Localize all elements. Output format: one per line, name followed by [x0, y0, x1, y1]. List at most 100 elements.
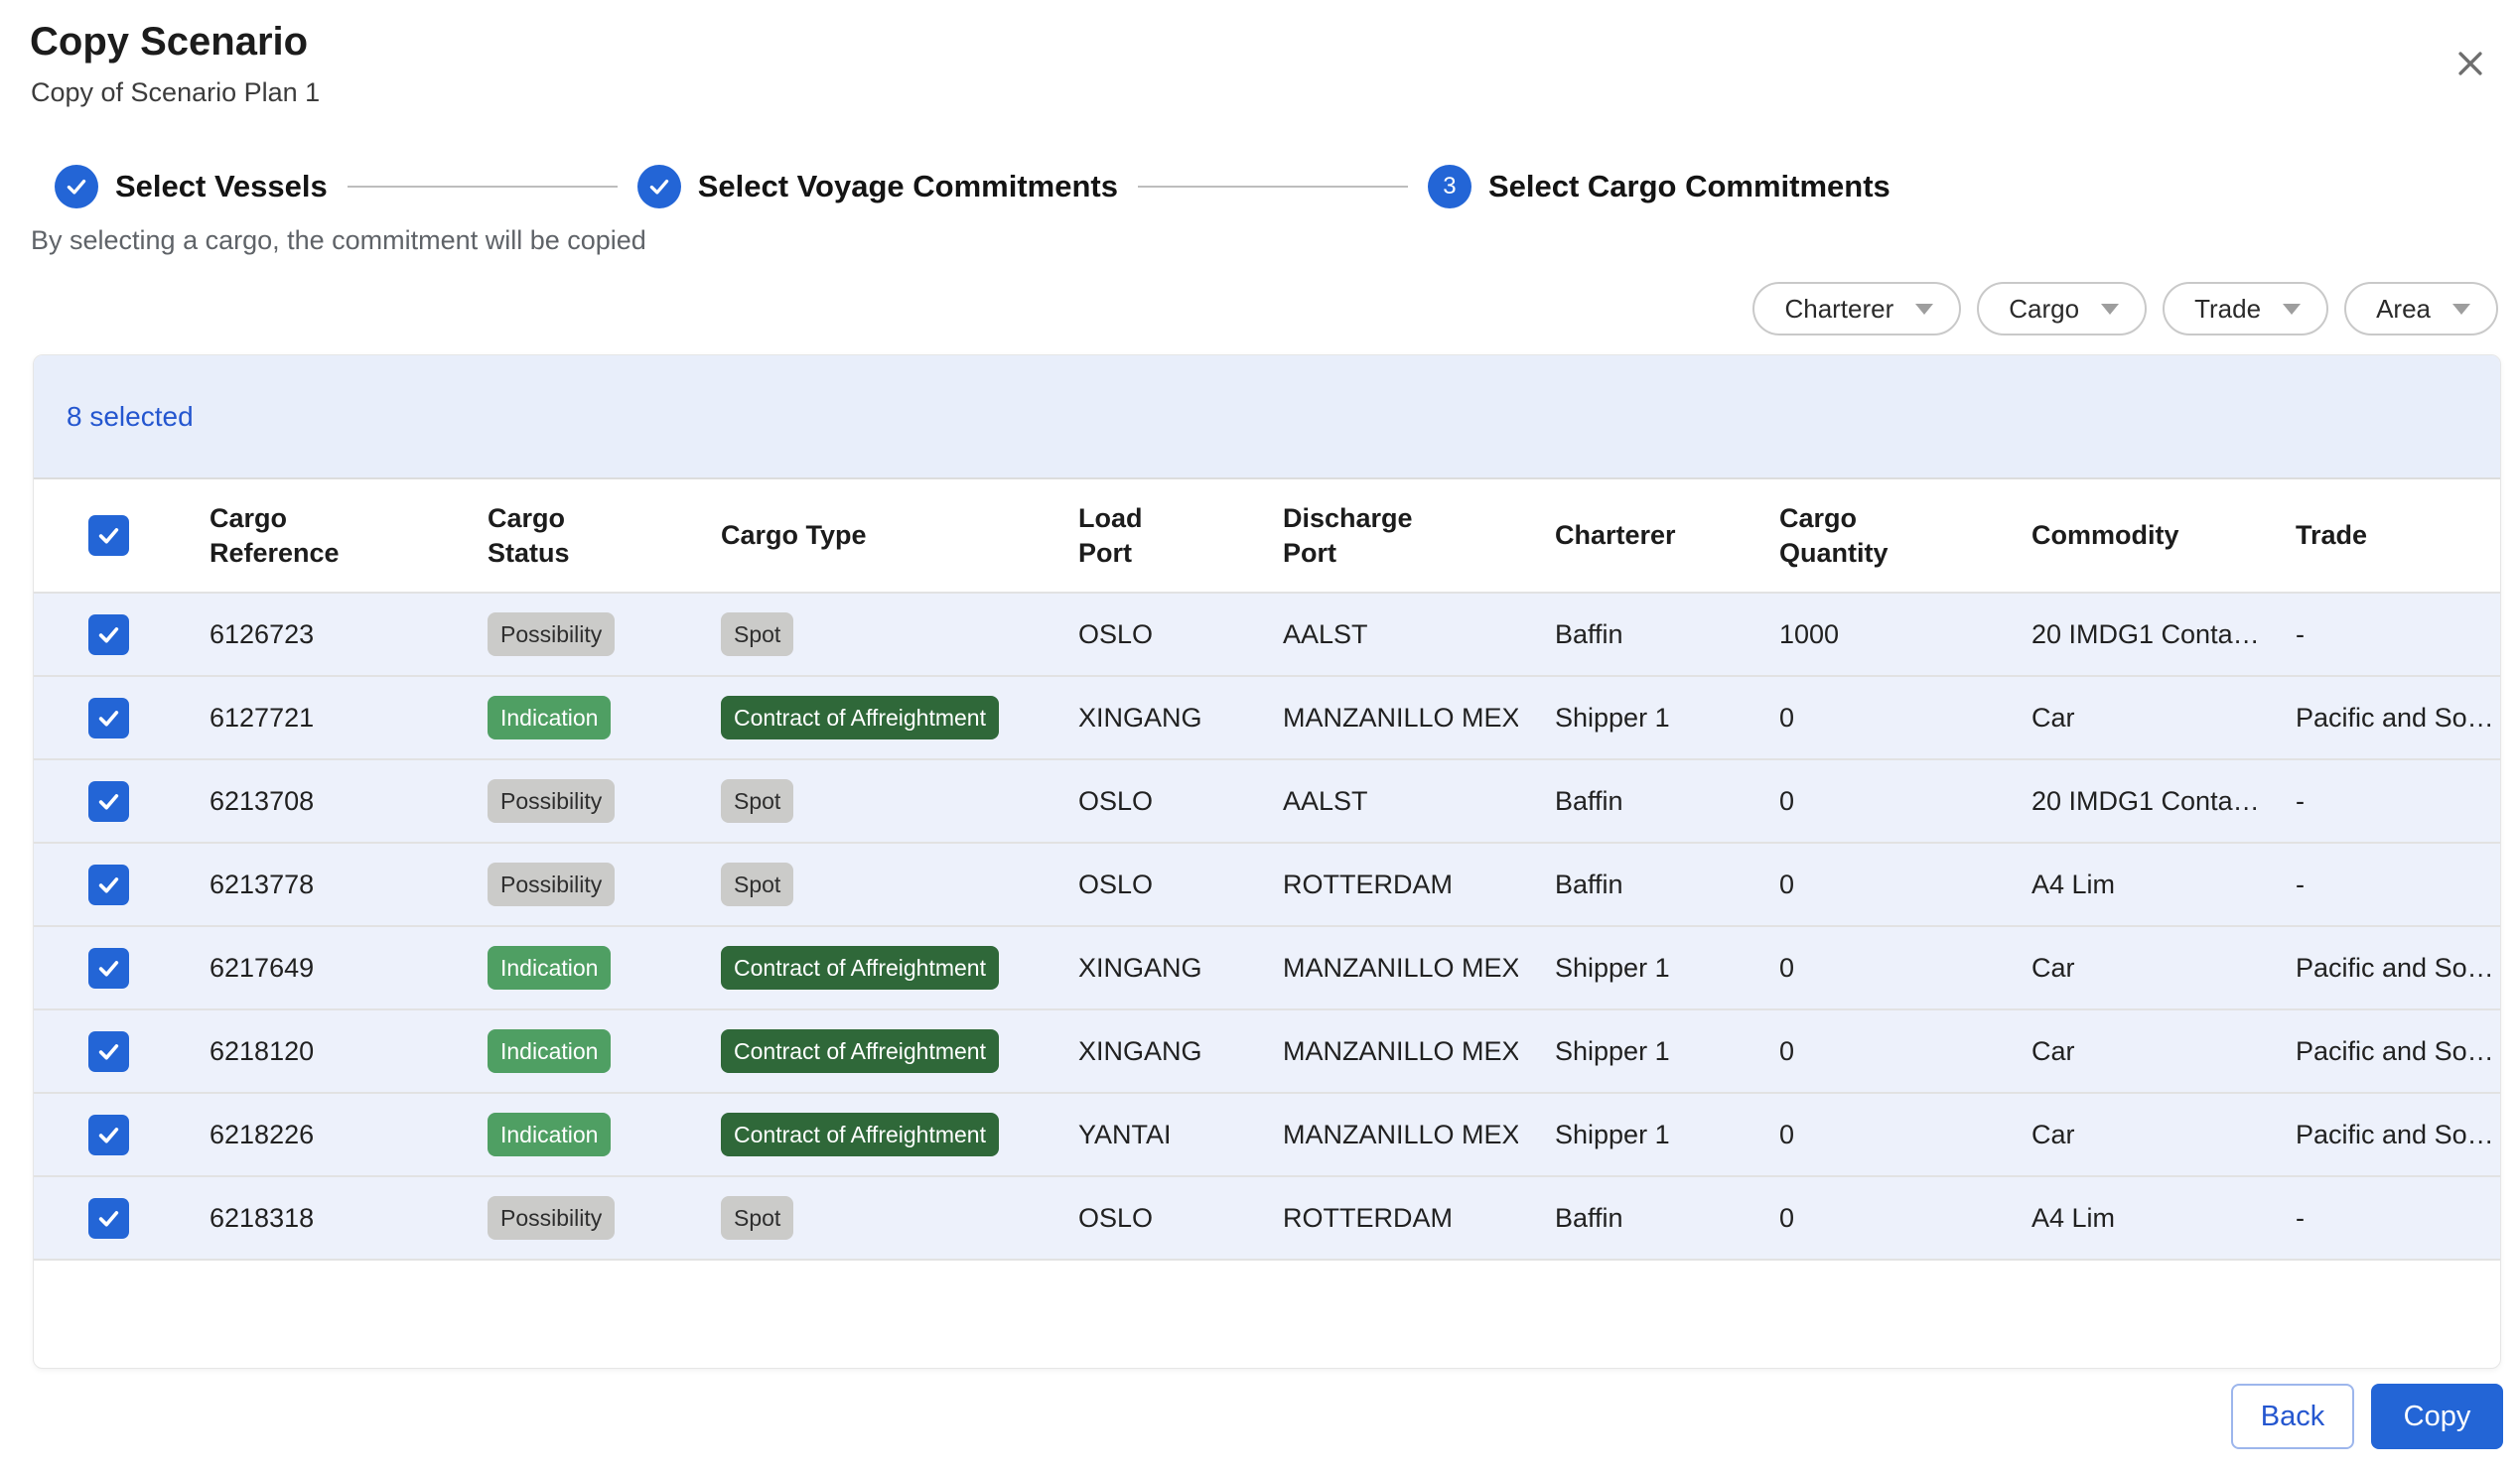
cell-discharge-port: MANZANILLO MEX: [1283, 1119, 1518, 1149]
charterer-filter-label: Charterer: [1784, 293, 1894, 324]
cargo-status-badge: Indication: [488, 945, 612, 991]
cargo-status-badge: Indication: [488, 1028, 612, 1074]
check-icon: [98, 528, 119, 544]
column-header-commodity: Commodity: [2031, 520, 2179, 550]
cell-load-port: OSLO: [1078, 618, 1154, 649]
cell-discharge-port: ROTTERDAM: [1283, 1202, 1453, 1233]
cargo-status-badge: Possibility: [488, 1195, 616, 1241]
row-checkbox[interactable]: [88, 613, 129, 655]
trade-filter-dropdown[interactable]: Trade: [2163, 282, 2329, 335]
close-icon: [2458, 52, 2482, 75]
row-checkbox[interactable]: [88, 1197, 129, 1239]
table-row: 6217649 Indication Contract of Affreight…: [34, 927, 2500, 1010]
step-select-voyage-commitments[interactable]: Select Voyage Commitments: [636, 165, 1118, 208]
step-connector: [347, 186, 618, 188]
row-checkbox[interactable]: [88, 1030, 129, 1072]
row-checkbox[interactable]: [88, 697, 129, 738]
cell-load-port: OSLO: [1078, 869, 1154, 899]
cell-charterer: Baffin: [1555, 869, 1623, 899]
step-select-cargo-commitments[interactable]: 3 Select Cargo Commitments: [1427, 165, 1890, 208]
cell-trade: Pacific and So…: [2296, 1035, 2494, 1066]
page-subtitle: Copy of Scenario Plan 1: [31, 77, 321, 107]
row-checkbox[interactable]: [88, 947, 129, 989]
cell-discharge-port: MANZANILLO MEX: [1283, 952, 1518, 983]
cell-cargo-reference: 6218120: [210, 1035, 315, 1066]
cell-cargo-quantity: 0: [1779, 702, 1795, 733]
copy-button[interactable]: Copy: [2371, 1384, 2503, 1449]
cell-cargo-reference: 6126723: [210, 618, 315, 649]
chevron-down-icon: [2452, 303, 2470, 315]
step-1-label: Select Vessels: [115, 169, 328, 203]
cell-charterer: Baffin: [1555, 785, 1623, 816]
cell-load-port: XINGANG: [1078, 702, 1202, 733]
step-3-label: Select Cargo Commitments: [1487, 169, 1890, 203]
row-checkbox[interactable]: [88, 780, 129, 822]
cell-load-port: OSLO: [1078, 785, 1154, 816]
cell-commodity: A4 Lim: [2031, 869, 2116, 899]
column-header-trade: Trade: [2296, 520, 2368, 550]
cargo-type-badge: Contract of Affreightment: [721, 1112, 999, 1157]
filter-bar: Charterer Cargo Trade Area: [0, 282, 2498, 335]
cell-charterer: Baffin: [1555, 1202, 1623, 1233]
step-2-circle: [636, 165, 681, 208]
table-row: 6218120 Indication Contract of Affreight…: [34, 1010, 2500, 1094]
cargo-filter-dropdown[interactable]: Cargo: [1977, 282, 2148, 335]
area-filter-dropdown[interactable]: Area: [2344, 282, 2498, 335]
row-checkbox[interactable]: [88, 1114, 129, 1155]
cargo-type-badge: Contract of Affreightment: [721, 1028, 999, 1074]
step-2-label: Select Voyage Commitments: [697, 169, 1118, 203]
cell-charterer: Shipper 1: [1555, 702, 1670, 733]
check-icon: [98, 793, 119, 809]
check-icon: [649, 179, 668, 195]
check-icon: [98, 1127, 119, 1142]
cell-cargo-reference: 6218318: [210, 1202, 315, 1233]
cargo-type-badge: Spot: [721, 611, 794, 657]
charterer-filter-dropdown[interactable]: Charterer: [1752, 282, 1962, 335]
cell-commodity: Car: [2031, 952, 2075, 983]
stepper: Select Vessels Select Voyage Commitments…: [55, 165, 2520, 208]
cell-load-port: OSLO: [1078, 1202, 1154, 1233]
cargo-type-badge: Contract of Affreightment: [721, 945, 999, 991]
cell-discharge-port: AALST: [1283, 618, 1368, 649]
chevron-down-icon: [2101, 303, 2120, 315]
area-filter-label: Area: [2376, 293, 2431, 324]
selection-summary-bar: 8 selected: [34, 355, 2500, 479]
cell-trade: -: [2296, 785, 2305, 816]
cell-commodity: Car: [2031, 702, 2075, 733]
selected-count: 8 selected: [67, 400, 194, 432]
cargo-type-badge: Contract of Affreightment: [721, 695, 999, 740]
page-title: Copy Scenario: [30, 20, 309, 64]
cargo-type-badge: Spot: [721, 862, 794, 907]
select-all-checkbox[interactable]: [88, 515, 129, 556]
cell-cargo-reference: 6127721: [210, 702, 315, 733]
cell-discharge-port: MANZANILLO MEX: [1283, 702, 1518, 733]
close-button[interactable]: [2447, 40, 2494, 87]
column-header-discharge-port: Discharge Port: [1283, 502, 1413, 568]
table-header-row: Cargo Reference Cargo Status Cargo Type …: [34, 479, 2500, 594]
step-connector: [1137, 186, 1408, 188]
column-header-cargo-type: Cargo Type: [721, 520, 867, 550]
cell-cargo-reference: 6213708: [210, 785, 315, 816]
table-row: 6213708 Possibility Spot OSLO AALST Baff…: [34, 760, 2500, 844]
step-select-vessels[interactable]: Select Vessels: [55, 165, 328, 208]
row-checkbox[interactable]: [88, 864, 129, 905]
chevron-down-icon: [2283, 303, 2302, 315]
table-row: 6126723 Possibility Spot OSLO AALST Baff…: [34, 594, 2500, 677]
check-icon: [67, 179, 86, 195]
cell-trade: -: [2296, 1202, 2305, 1233]
table-body: 6126723 Possibility Spot OSLO AALST Baff…: [34, 594, 2500, 1261]
cell-cargo-quantity: 0: [1779, 785, 1795, 816]
check-icon: [98, 1043, 119, 1059]
cell-cargo-quantity: 0: [1779, 869, 1795, 899]
cell-load-port: YANTAI: [1078, 1119, 1172, 1149]
back-button[interactable]: Back: [2231, 1384, 2354, 1449]
cell-cargo-reference: 6213778: [210, 869, 315, 899]
cell-charterer: Baffin: [1555, 618, 1623, 649]
cargo-commitments-table: 8 selected Cargo Reference Cargo Status …: [33, 354, 2501, 1369]
column-header-charterer: Charterer: [1555, 520, 1676, 550]
cell-trade: -: [2296, 869, 2305, 899]
cell-cargo-reference: 6217649: [210, 952, 315, 983]
column-header-load-port: Load Port: [1078, 502, 1143, 568]
copy-scenario-dialog: { "header": { "title": "Copy Scenario", …: [0, 18, 2520, 1475]
cell-trade: -: [2296, 618, 2305, 649]
